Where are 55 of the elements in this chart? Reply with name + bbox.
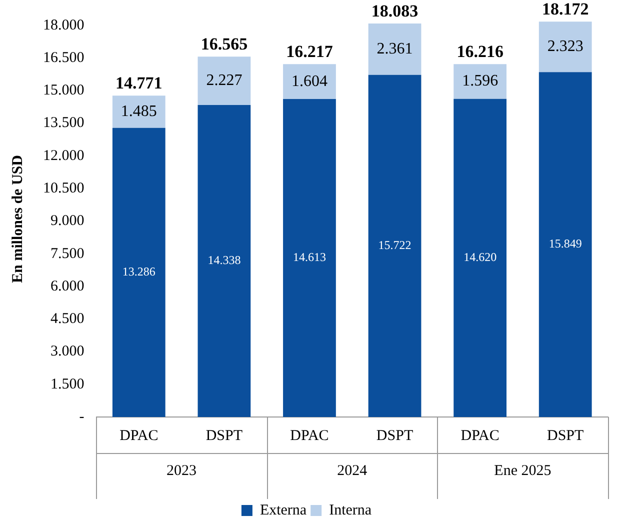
data-label: 2.323 [547,38,584,56]
text: 2024 [337,462,368,479]
x-tick-label: DSPT [547,428,584,444]
y-tick-label: 15.000 [43,82,84,99]
bar [112,96,166,128]
y-tick-label: 4.500 [50,311,84,328]
total-label: 16.216 [456,42,504,62]
bar [454,98,507,417]
bar [198,56,251,106]
bar [538,72,592,417]
bar [368,74,422,417]
legend-label: Interna [329,502,372,518]
y-tick-label: 7.500 [50,246,84,262]
bar [198,105,251,417]
bar [368,24,422,75]
bar [283,64,336,100]
data-label: 2.361 [376,40,413,58]
data-label: 14.613 [292,250,326,264]
bar [112,128,166,417]
total-label: 14.771 [116,74,162,92]
y-tick-label: 12.000 [43,148,84,164]
data-label: 15.849 [548,236,582,251]
data-label: 14.620 [464,250,497,264]
data-label: 13.286 [122,264,156,279]
y-tick-label: 9.000 [50,213,84,230]
bar [283,99,336,417]
y-tick-label: 1.500 [50,376,84,392]
y-tick-label: - [79,408,84,425]
data-label: 1.604 [291,72,328,90]
y-axis-title: En millones de USD [10,154,26,283]
total-label: 16.217 [286,42,334,62]
data-label: 15.722 [378,238,412,252]
total-label: 18.172 [542,0,589,18]
total-label: 16.565 [200,34,248,54]
y-tick-label: 16.500 [43,50,84,66]
data-label: 14.338 [208,253,241,268]
x-tick-label: DSPT [376,428,414,444]
bar [454,64,507,99]
legend-label: Externa [260,502,307,518]
x-tick-label: DPAC [460,428,500,444]
data-label: 1.485 [120,102,157,120]
y-tick-label: 10.500 [43,180,84,196]
x-tick-label: DSPT [206,428,243,444]
x-tick-label: DPAC [290,428,329,444]
data-label: 1.596 [462,72,498,90]
text: 2023 [166,462,197,479]
total-label: 18.083 [371,1,418,20]
text: Ene 2025 [494,462,552,479]
y-tick-label: 6.000 [50,278,84,294]
y-tick-label: 3.000 [50,344,84,360]
bar [538,22,592,72]
data-label: 2.227 [206,72,242,90]
x-tick-label: DPAC [120,428,158,444]
y-tick-label: 13.500 [43,115,84,132]
y-tick-label: 18.000 [43,17,84,34]
